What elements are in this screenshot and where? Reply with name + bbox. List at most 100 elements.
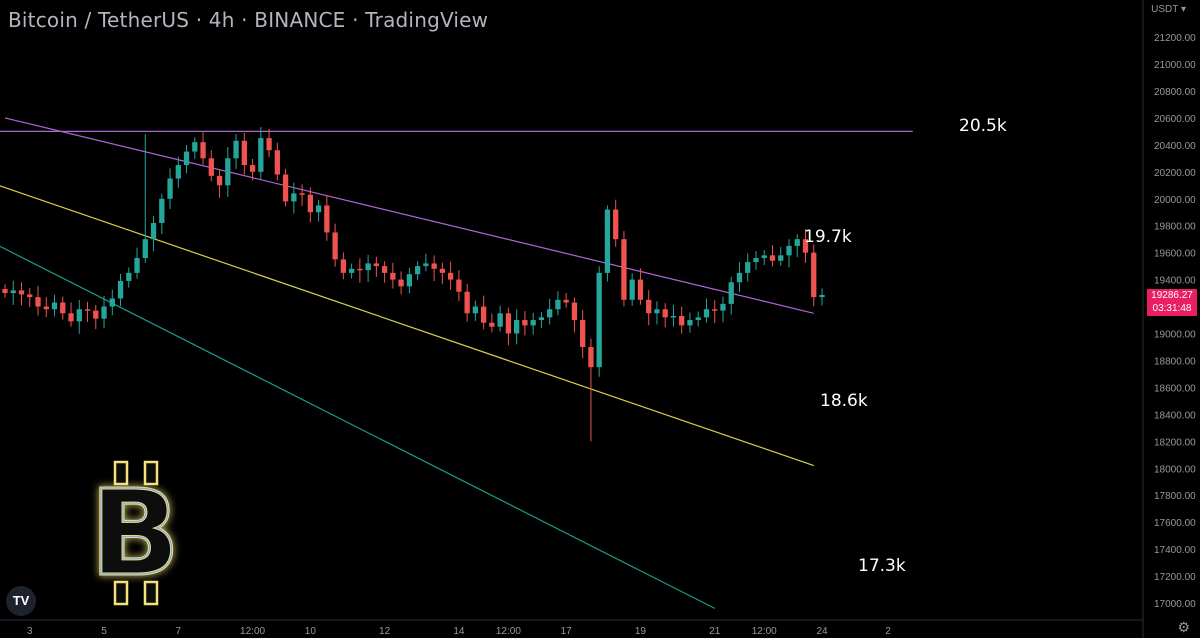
candle[interactable]	[761, 250, 767, 265]
candle[interactable]	[802, 229, 809, 263]
candle[interactable]	[613, 199, 619, 247]
candle[interactable]	[481, 295, 487, 330]
candle[interactable]	[456, 270, 462, 302]
candle[interactable]	[175, 156, 181, 188]
candle[interactable]	[274, 142, 280, 181]
candle[interactable]	[769, 245, 776, 267]
candle[interactable]	[43, 297, 49, 318]
candle[interactable]	[249, 158, 256, 181]
candle[interactable]	[27, 288, 33, 308]
candle[interactable]	[819, 288, 825, 306]
lower-trendline-line[interactable]	[0, 199, 715, 609]
candle[interactable]	[225, 147, 231, 197]
candle[interactable]	[241, 132, 247, 175]
candle[interactable]	[299, 184, 305, 206]
candle[interactable]	[472, 300, 479, 321]
candle[interactable]	[745, 253, 751, 282]
candle[interactable]	[794, 234, 800, 258]
candle[interactable]	[134, 247, 140, 279]
candle[interactable]	[662, 303, 668, 328]
candle[interactable]	[571, 297, 578, 333]
upper-trendline-line[interactable]	[4, 117, 814, 314]
candle[interactable]	[18, 282, 25, 306]
candle[interactable]	[654, 301, 660, 325]
candle[interactable]	[621, 231, 627, 307]
candle[interactable]	[324, 194, 330, 241]
candle[interactable]	[167, 168, 173, 209]
candle[interactable]	[233, 134, 239, 169]
candle[interactable]	[687, 312, 693, 333]
candle[interactable]	[398, 271, 404, 295]
candle[interactable]	[84, 301, 91, 323]
candle[interactable]	[439, 262, 446, 285]
candle[interactable]	[637, 268, 644, 305]
candle[interactable]	[208, 150, 214, 182]
candle[interactable]	[530, 312, 536, 335]
candle[interactable]	[192, 137, 198, 159]
candle[interactable]	[315, 199, 322, 222]
candle[interactable]	[703, 298, 710, 323]
candle[interactable]	[183, 144, 190, 174]
candle[interactable]	[753, 251, 759, 270]
candle[interactable]	[381, 261, 388, 283]
candle[interactable]	[76, 300, 82, 334]
tradingview-logo[interactable]: TV	[6, 586, 36, 616]
currency-selector[interactable]: USDT ▾	[1151, 4, 1186, 15]
candle[interactable]	[596, 266, 602, 377]
candle[interactable]	[695, 311, 701, 327]
candle[interactable]	[522, 311, 528, 336]
candle[interactable]	[150, 216, 157, 252]
candle[interactable]	[390, 262, 396, 289]
candle[interactable]	[720, 296, 726, 323]
candle[interactable]	[365, 254, 371, 282]
candle[interactable]	[126, 267, 132, 288]
candle[interactable]	[142, 134, 148, 263]
candle[interactable]	[68, 302, 74, 327]
candle[interactable]	[109, 289, 115, 316]
candle[interactable]	[307, 187, 313, 223]
candle[interactable]	[646, 290, 652, 326]
candle[interactable]	[357, 258, 363, 283]
candle[interactable]	[373, 256, 380, 277]
candle[interactable]	[629, 273, 635, 306]
candle[interactable]	[291, 182, 297, 214]
candle[interactable]	[604, 205, 611, 282]
candle[interactable]	[811, 244, 817, 307]
candle[interactable]	[580, 309, 586, 359]
candle[interactable]	[670, 304, 677, 327]
candle[interactable]	[2, 284, 8, 298]
candle[interactable]	[423, 253, 429, 272]
candle[interactable]	[538, 311, 545, 329]
candle[interactable]	[679, 306, 685, 334]
candle[interactable]	[728, 276, 734, 315]
candle[interactable]	[340, 252, 346, 280]
candle[interactable]	[159, 193, 165, 235]
candle[interactable]	[431, 255, 437, 282]
candle[interactable]	[60, 296, 66, 320]
candle[interactable]	[200, 132, 206, 165]
candle[interactable]	[348, 263, 355, 279]
candle[interactable]	[464, 284, 470, 322]
candle[interactable]	[588, 338, 594, 442]
candle[interactable]	[447, 261, 454, 290]
candle[interactable]	[414, 261, 421, 281]
candle[interactable]	[555, 291, 561, 316]
candle[interactable]	[712, 300, 718, 324]
candle[interactable]	[282, 168, 289, 207]
candle[interactable]	[736, 262, 743, 292]
candle[interactable]	[505, 307, 512, 346]
candle[interactable]	[406, 267, 413, 294]
candle[interactable]	[93, 304, 99, 330]
candle[interactable]	[563, 292, 569, 308]
candle[interactable]	[489, 313, 495, 333]
candle[interactable]	[266, 128, 272, 158]
gear-icon[interactable]: ⚙	[1177, 619, 1190, 635]
candle[interactable]	[117, 273, 124, 307]
candle[interactable]	[258, 127, 264, 180]
middle-trendline-line[interactable]	[0, 168, 814, 467]
candle[interactable]	[514, 309, 520, 345]
candle[interactable]	[778, 246, 784, 266]
candle[interactable]	[101, 295, 107, 329]
candle[interactable]	[547, 298, 553, 325]
